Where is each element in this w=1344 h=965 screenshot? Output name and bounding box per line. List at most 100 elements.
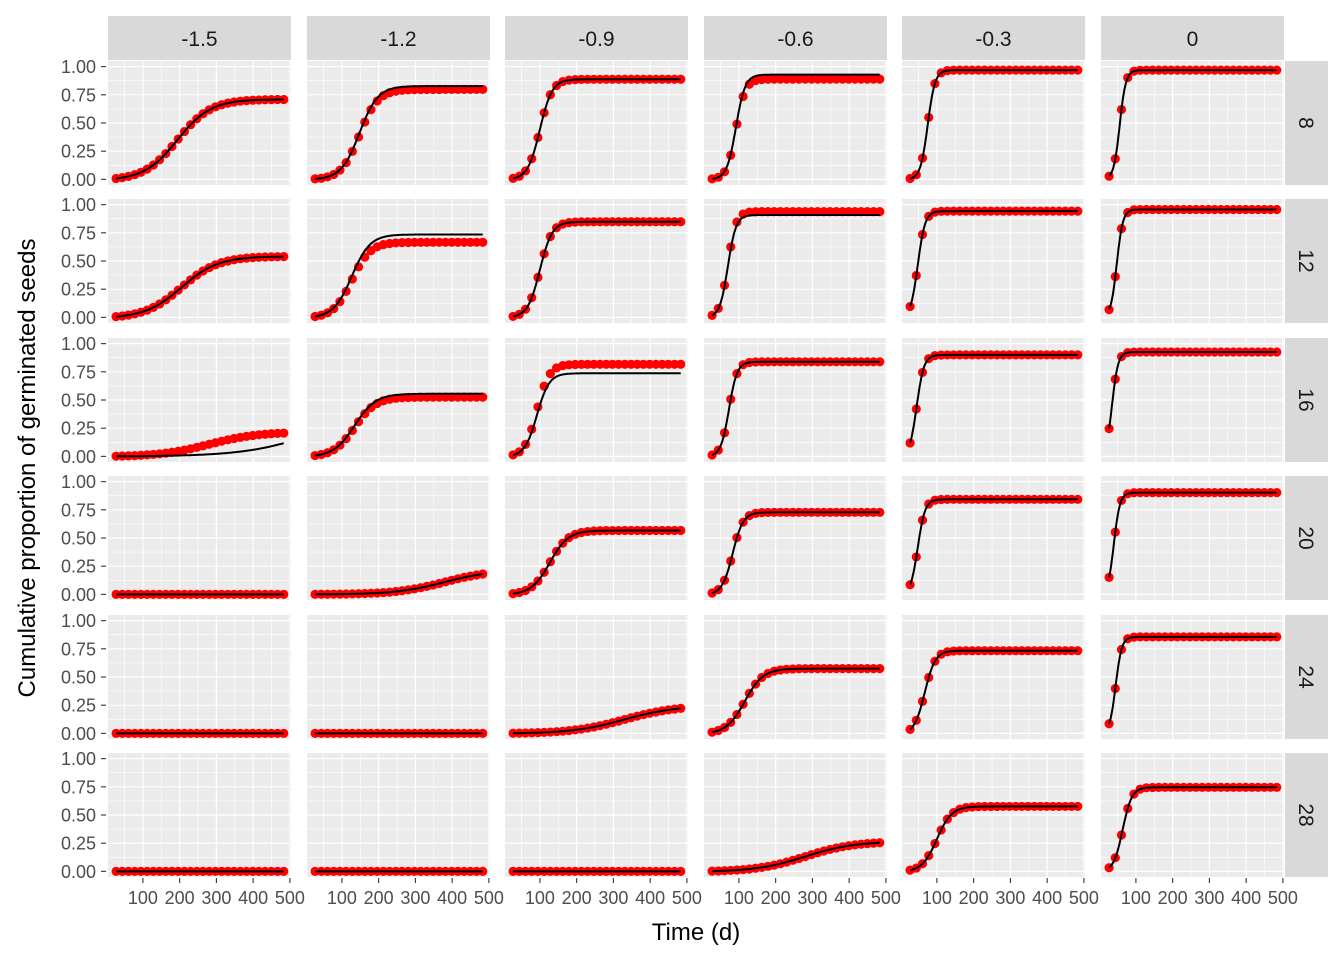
facet-panel — [902, 615, 1085, 739]
data-point — [1104, 305, 1114, 315]
y-tick-label: 0.50 — [61, 529, 96, 549]
data-point — [1073, 646, 1083, 656]
data-point — [875, 507, 885, 517]
column-strip-label: 0 — [1187, 28, 1199, 51]
column-strip — [108, 16, 291, 60]
y-tick-label: 1.00 — [61, 472, 96, 492]
data-point — [676, 525, 686, 536]
y-tick-label: 0.25 — [61, 696, 96, 716]
y-tick-label: 0.25 — [61, 419, 96, 439]
fitted-curve — [909, 69, 1078, 180]
x-tick-label: 500 — [474, 888, 504, 908]
facet-panel — [307, 615, 490, 739]
y-tick-label: 0.00 — [61, 862, 96, 882]
column-strip-label: -1.5 — [181, 28, 217, 51]
data-point — [478, 237, 488, 247]
x-tick-label: 100 — [724, 888, 754, 908]
x-tick-label: 400 — [1032, 888, 1062, 908]
fitted-curve — [512, 78, 681, 180]
x-axis-title: Time (d) — [652, 919, 740, 946]
x-tick-label: 400 — [635, 888, 665, 908]
facet-panel — [307, 476, 490, 600]
y-tick-label: 1.00 — [61, 195, 96, 215]
facet-panel — [704, 338, 887, 462]
row-strip — [1285, 61, 1328, 185]
data-point — [1073, 801, 1083, 812]
facet-panel — [108, 753, 291, 877]
data-point — [1073, 206, 1083, 216]
data-point — [360, 409, 370, 419]
y-tick-label: 1.00 — [61, 334, 96, 354]
y-tick-label: 0.75 — [61, 85, 96, 105]
facet-panel — [108, 615, 291, 739]
data-point — [1272, 488, 1282, 498]
row-strip — [1285, 476, 1328, 600]
fitted-curve — [1108, 69, 1277, 177]
y-tick-label: 0.25 — [61, 834, 96, 854]
facet-panel — [505, 61, 688, 185]
fitted-curve — [909, 649, 1078, 731]
data-point — [478, 392, 488, 402]
data-point — [279, 728, 289, 738]
fitted-curve — [711, 214, 880, 317]
fitted-curve — [115, 255, 284, 318]
facet-panel — [108, 476, 291, 600]
facet-panel — [704, 61, 887, 185]
row-strip-label: 16 — [1294, 388, 1317, 411]
y-tick-label: 0.50 — [61, 668, 96, 688]
x-tick-label: 500 — [1268, 888, 1298, 908]
y-tick-label: 0.25 — [61, 280, 96, 300]
data-point — [875, 664, 885, 674]
facet-panel — [704, 753, 887, 877]
y-tick-label: 0.50 — [61, 114, 96, 134]
x-tick-label: 400 — [238, 888, 268, 908]
facet-panel — [902, 476, 1085, 600]
data-point — [875, 838, 885, 848]
data-point — [676, 217, 686, 227]
fitted-curve — [314, 392, 483, 457]
y-tick-label: 0.00 — [61, 308, 96, 328]
fitted-curve — [1108, 491, 1277, 578]
row-strip-label: 24 — [1294, 665, 1317, 689]
data-point — [279, 94, 289, 105]
data-point — [1073, 65, 1083, 75]
data-point — [478, 84, 488, 95]
facet-panel — [1101, 61, 1284, 185]
data-point — [478, 728, 488, 738]
facet-panel — [704, 476, 887, 600]
y-tick-label: 0.50 — [61, 806, 96, 826]
facet-panel — [307, 199, 490, 323]
x-tick-label: 100 — [327, 888, 357, 908]
data-point — [372, 96, 382, 106]
y-tick-label: 0.00 — [61, 170, 96, 190]
x-tick-label: 400 — [834, 888, 864, 908]
x-tick-label: 300 — [598, 888, 628, 908]
data-point — [676, 359, 686, 369]
fitted-curve — [513, 707, 681, 735]
x-tick-label: 200 — [761, 888, 791, 908]
data-point — [279, 428, 289, 438]
facet-panel — [1101, 615, 1284, 739]
data-point — [875, 206, 885, 217]
x-tick-label: 200 — [165, 888, 195, 908]
data-point — [279, 252, 289, 262]
fitted-curve — [712, 841, 880, 873]
fitted-curve — [115, 98, 284, 180]
x-tick-label: 300 — [400, 888, 430, 908]
y-axis-title: Cumulative proportion of germinated seed… — [14, 239, 41, 698]
fitted-curve — [512, 220, 681, 318]
facet-panel — [1101, 476, 1284, 600]
facet-panel — [505, 199, 688, 323]
x-tick-label: 400 — [1231, 888, 1261, 908]
row-strip-label: 20 — [1294, 526, 1317, 549]
column-strip-label: -0.3 — [975, 28, 1011, 51]
facet-panel — [1101, 199, 1284, 323]
facet-panel — [902, 199, 1085, 323]
facet-panel — [505, 476, 688, 600]
facet-panel — [505, 753, 688, 877]
fitted-curve — [1108, 786, 1277, 869]
row-strip — [1285, 338, 1328, 462]
data-point — [875, 74, 885, 84]
x-tick-label: 400 — [437, 888, 467, 908]
